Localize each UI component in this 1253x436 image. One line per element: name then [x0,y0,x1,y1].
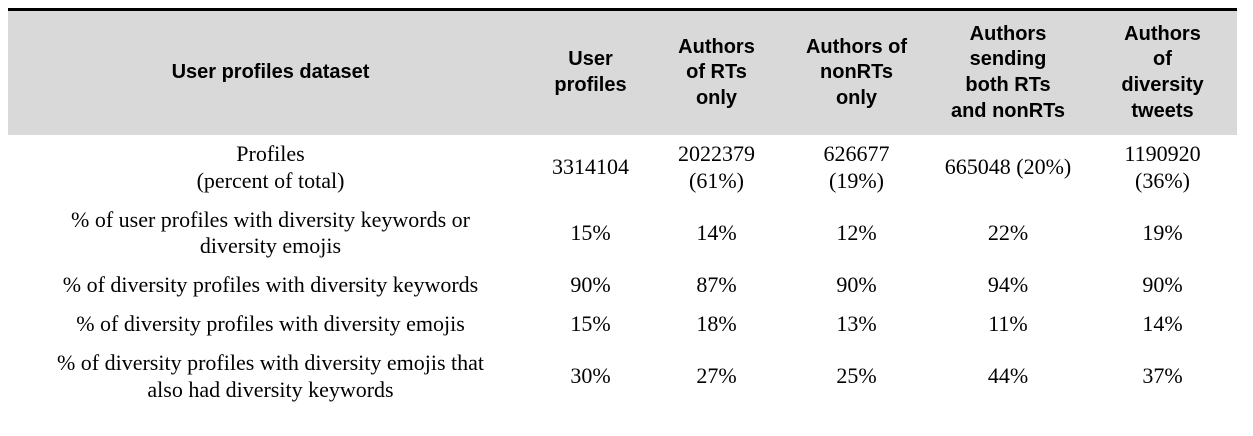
row-label: Profiles (percent of total) [196,141,345,193]
header-row: User profiles dataset User profiles Auth… [8,9,1237,135]
cell-value: 1190920 (36%) [1124,141,1201,193]
col-header-user-profiles: User profiles [554,48,627,96]
row-label: % of user profiles with diversity keywor… [71,206,470,259]
table-row-profiles: Profiles (percent of total) 3314104 2022… [8,135,1237,201]
col-header-authors-diversity-tweets: Authors of diversity tweets [1121,22,1204,122]
cell-value: 87% [696,272,737,298]
cell-value: 90% [836,272,877,298]
table-row-pct-emojis-and-keywords: % of diversity profiles with diversity e… [8,344,1237,410]
cell-value: 15% [570,220,611,246]
cell-value: 90% [1142,272,1183,298]
col-header-authors-of-nonrts-only: Authors of nonRTs only [805,35,908,109]
table-container: User profiles dataset User profiles Auth… [8,8,1237,410]
cell-value: 12% [836,220,877,246]
cell-value: 13% [836,311,877,337]
cell-value: 14% [696,220,737,246]
cell-value: 18% [696,311,737,337]
cell-value: 44% [987,363,1029,389]
row-label: % of diversity profiles with diversity e… [76,311,465,337]
cell-value: 15% [570,311,611,337]
row-label: % of diversity profiles with diversity k… [62,272,479,298]
cell-value: 90% [570,272,611,298]
cell-value: 665048 (20%) [944,154,1072,180]
cell-value: 25% [836,363,877,389]
cell-value: 3314104 [552,154,629,180]
col-header-user-profiles-dataset: User profiles dataset [171,61,370,84]
table-row-pct-diversity-keywords: % of diversity profiles with diversity k… [8,266,1237,305]
cell-value: 30% [570,363,611,389]
cell-value: 2022379 (61%) [678,141,755,193]
table-row-pct-diversity-keywords-or-emojis: % of user profiles with diversity keywor… [8,201,1237,267]
col-header-authors-of-rts-only: Authors of RTs only [678,35,755,109]
cell-value: 22% [987,220,1029,246]
col-header-authors-both-rts-nonrts: Authors sending both RTs and nonRTs [950,22,1066,122]
cell-value: 626677 (19%) [823,141,890,193]
cell-value: 19% [1142,220,1183,246]
cell-value: 11% [988,311,1028,337]
user-profiles-dataset-table: User profiles dataset User profiles Auth… [8,8,1237,410]
cell-value: 14% [1142,311,1183,337]
row-label: % of diversity profiles with diversity e… [56,349,485,402]
cell-value: 94% [987,272,1029,298]
cell-value: 37% [1142,363,1183,389]
table-row-pct-diversity-emojis: % of diversity profiles with diversity e… [8,305,1237,344]
cell-value: 27% [696,363,737,389]
